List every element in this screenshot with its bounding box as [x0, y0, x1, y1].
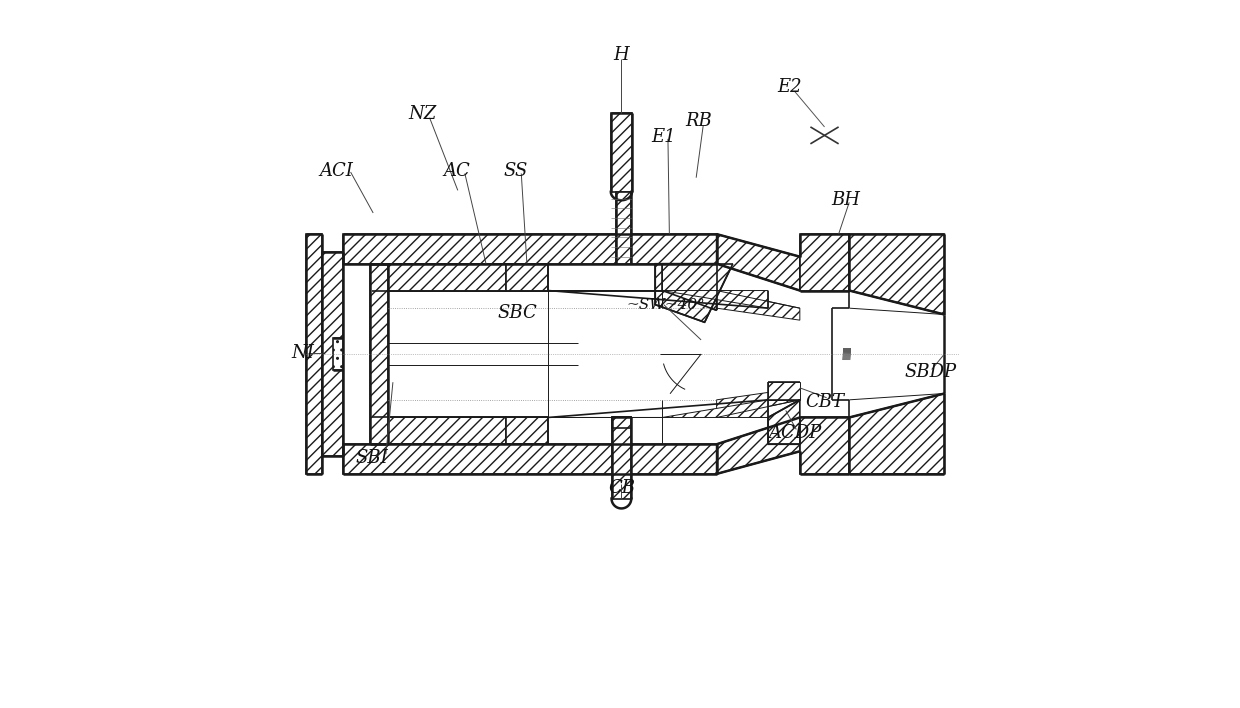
- Polygon shape: [342, 444, 717, 474]
- Polygon shape: [321, 253, 342, 455]
- Text: BH: BH: [831, 191, 861, 210]
- Polygon shape: [372, 264, 506, 290]
- Polygon shape: [611, 418, 631, 428]
- Polygon shape: [372, 418, 506, 444]
- Text: SS: SS: [503, 161, 528, 180]
- Polygon shape: [306, 234, 321, 474]
- Text: CB: CB: [608, 479, 635, 497]
- Text: NI: NI: [291, 343, 314, 362]
- Polygon shape: [768, 400, 800, 444]
- Text: AC: AC: [443, 161, 470, 180]
- Polygon shape: [662, 264, 717, 310]
- Polygon shape: [342, 234, 717, 264]
- Polygon shape: [616, 192, 631, 264]
- Polygon shape: [768, 382, 800, 400]
- Polygon shape: [370, 264, 388, 444]
- Text: E1: E1: [651, 127, 676, 146]
- Polygon shape: [800, 418, 849, 474]
- Polygon shape: [334, 338, 342, 370]
- Text: SBI: SBI: [356, 450, 388, 467]
- Polygon shape: [506, 418, 548, 444]
- Text: ACDP: ACDP: [769, 424, 822, 442]
- Polygon shape: [849, 234, 945, 314]
- Polygon shape: [655, 264, 733, 322]
- Polygon shape: [548, 400, 768, 418]
- Text: ~SW~40°: ~SW~40°: [626, 297, 706, 312]
- Polygon shape: [717, 418, 800, 474]
- Text: SBDP: SBDP: [904, 363, 956, 382]
- Polygon shape: [849, 394, 945, 474]
- Text: E2: E2: [777, 79, 801, 96]
- Polygon shape: [548, 290, 768, 308]
- Polygon shape: [717, 388, 800, 418]
- Polygon shape: [611, 418, 631, 498]
- Polygon shape: [717, 234, 800, 290]
- Text: H: H: [614, 46, 629, 64]
- Text: RB: RB: [686, 113, 712, 130]
- Polygon shape: [506, 264, 548, 290]
- Polygon shape: [800, 234, 849, 290]
- Text: ACI: ACI: [320, 161, 353, 180]
- Text: SBC: SBC: [498, 304, 538, 322]
- Polygon shape: [717, 290, 800, 320]
- Text: NZ: NZ: [408, 105, 436, 123]
- Polygon shape: [611, 113, 632, 192]
- Text: CBT: CBT: [805, 393, 844, 411]
